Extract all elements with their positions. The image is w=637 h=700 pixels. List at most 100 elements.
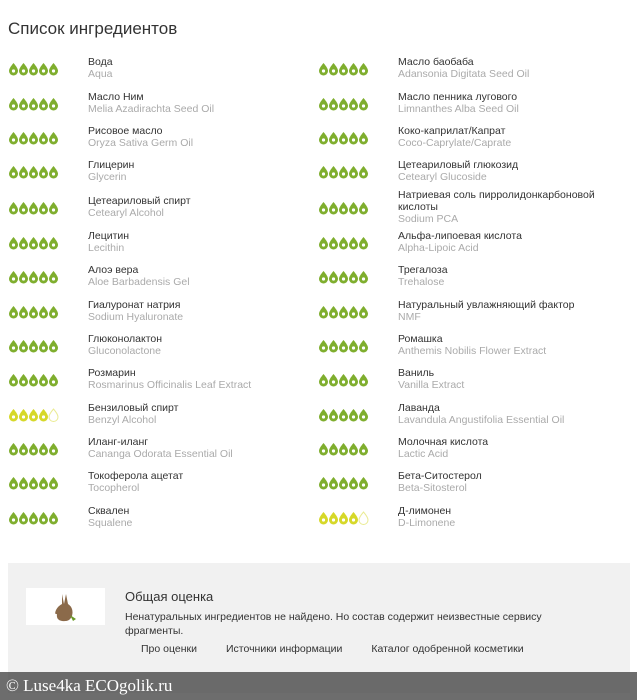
summary-link[interactable]: Источники информации — [225, 643, 343, 655]
leaf-dot — [11, 69, 16, 73]
rabbit-logo — [26, 588, 105, 625]
ingredient-latin: D-Limonene — [398, 516, 456, 529]
rating-leaf — [339, 511, 348, 525]
ingredient: Трегалоза Trehalose — [318, 264, 633, 288]
ingredient-text: Сквален Squalene — [88, 505, 132, 529]
leaf-dot — [21, 518, 26, 522]
ingredient-text: Масло пенника лугового Limnanthes Alba Se… — [398, 91, 519, 115]
ingredient-latin: Oryza Sativa Germ Oil — [88, 136, 194, 149]
leaf-dot — [11, 483, 16, 488]
leaf-dot — [21, 277, 26, 281]
ingredient: Розмарин Rosmarinus Officinalis Leaf Extr… — [8, 367, 318, 391]
rating-leaf — [9, 131, 18, 145]
rating-leaf — [358, 511, 369, 525]
leaf-dot — [331, 346, 336, 350]
ingredient-latin: Vanilla Extract — [398, 379, 465, 392]
ingredient: Бета-Ситостерол Beta-Sitosterol — [318, 470, 633, 494]
leaf-dot — [321, 207, 326, 212]
leaf-dot — [361, 380, 366, 384]
ingredient-name: Лецитин — [88, 229, 130, 242]
leaf-dot — [21, 380, 26, 384]
leaf-dot — [41, 172, 46, 176]
ingredient: Сквален Squalene — [8, 505, 318, 529]
rating-icons — [319, 339, 368, 353]
ingredient: Цетеариловый спирт Cetearyl Alcohol — [8, 195, 318, 219]
leaf-dot — [341, 243, 346, 247]
ingredient-latin: Tocopherol — [88, 482, 140, 495]
rating-icons — [319, 408, 368, 422]
leaf-dot — [321, 346, 326, 350]
leaf-dot — [11, 311, 16, 316]
leaf-dot — [361, 277, 366, 281]
leaf-dot — [21, 483, 26, 488]
rating-icons — [319, 236, 368, 250]
ingredient-latin: Benzyl Alcohol — [88, 413, 157, 426]
rating-leaf — [9, 236, 18, 250]
leaf-dot — [21, 138, 26, 142]
ingredient: Масло Ним Melia Azadirachta Seed Oil — [8, 91, 318, 115]
ingredient-latin: Glycerin — [88, 171, 127, 184]
leaf-dot — [11, 138, 16, 142]
rating-leaf — [349, 236, 358, 250]
leaf-dot — [341, 415, 346, 419]
rating-leaf — [339, 63, 348, 76]
ingredient-text: Ромашка Anthemis Nobilis Flower Extract — [398, 333, 546, 357]
rating-leaf — [9, 97, 18, 111]
rating-leaf — [49, 63, 58, 76]
leaf-dot — [351, 311, 356, 316]
leaf-dot — [341, 483, 346, 488]
leaf-dot — [351, 172, 356, 176]
rating-icons — [9, 63, 58, 76]
ingredient: Натриевая соль пирролидонкарбоновой кисл… — [318, 189, 633, 225]
ingredient-latin: Lactic Acid — [398, 448, 449, 461]
ingredient-latin: Trehalose — [398, 276, 445, 289]
ingredient-text: Рисовое масло Oryza Sativa Germ Oil — [88, 125, 193, 149]
ingredient-text: Молочная кислота Lactic Acid — [398, 436, 488, 460]
rating-leaf — [319, 477, 328, 490]
leaf-dot — [351, 415, 356, 419]
ingredient: Коко-каприлат/Капрат Coco-Caprylate/Capra… — [318, 125, 633, 149]
rating-leaf — [349, 374, 358, 387]
rating-leaf — [48, 407, 59, 422]
rating-leaf — [319, 236, 328, 250]
ingredient-name: Натриевая соль пирролидонкарбоновой кисл… — [398, 188, 595, 213]
rating-leaf — [349, 131, 358, 145]
ingredient-name: Глюконолактон — [88, 332, 163, 345]
rating-leaf — [9, 374, 18, 387]
leaf-dot — [331, 138, 336, 142]
leaf-dot — [331, 380, 336, 384]
leaf-dot — [331, 415, 336, 419]
ingredient-text: Алоэ вера Aloe Barbadensis Gel — [88, 264, 190, 288]
ingredient-latin: Coco-Caprylate/Caprate — [398, 136, 512, 149]
leaf-dot — [321, 380, 326, 384]
rating-leaf — [39, 63, 48, 76]
rating-leaf — [9, 305, 18, 319]
ingredient: Лаванда Lavandula Angustifolia Essential … — [318, 402, 633, 426]
rating-leaf — [359, 201, 368, 215]
leaf-dot — [361, 103, 366, 108]
leaf-dot — [351, 518, 356, 522]
leaf-dot — [341, 311, 346, 316]
rating-leaf — [339, 97, 348, 111]
rating-icons — [319, 97, 368, 111]
rabbit-icon — [55, 594, 76, 622]
leaf-dot — [11, 449, 16, 453]
leaf-dot — [321, 103, 326, 108]
leaf-dot — [21, 449, 26, 453]
ingredient-latin: Gluconolactone — [88, 344, 161, 357]
rating-icons — [9, 374, 58, 387]
leaf-dot — [341, 103, 346, 108]
rating-leaf — [49, 201, 58, 215]
rating-leaf — [319, 166, 328, 179]
rating-leaf — [39, 374, 48, 387]
rating-leaf — [39, 201, 48, 215]
summary-link[interactable]: Каталог одобренной косметики — [371, 643, 524, 655]
ingredient: Токоферола ацетат Tocopherol — [8, 470, 318, 494]
summary-link[interactable]: Про оценки — [141, 643, 197, 655]
leaf-dot — [51, 172, 56, 176]
watermark: © Luse4ka ECOgolik.ru — [0, 672, 637, 700]
rating-icons — [319, 166, 368, 179]
leaf-dot — [51, 138, 56, 142]
leaf-dot — [331, 103, 336, 108]
rating-leaf — [39, 305, 48, 319]
